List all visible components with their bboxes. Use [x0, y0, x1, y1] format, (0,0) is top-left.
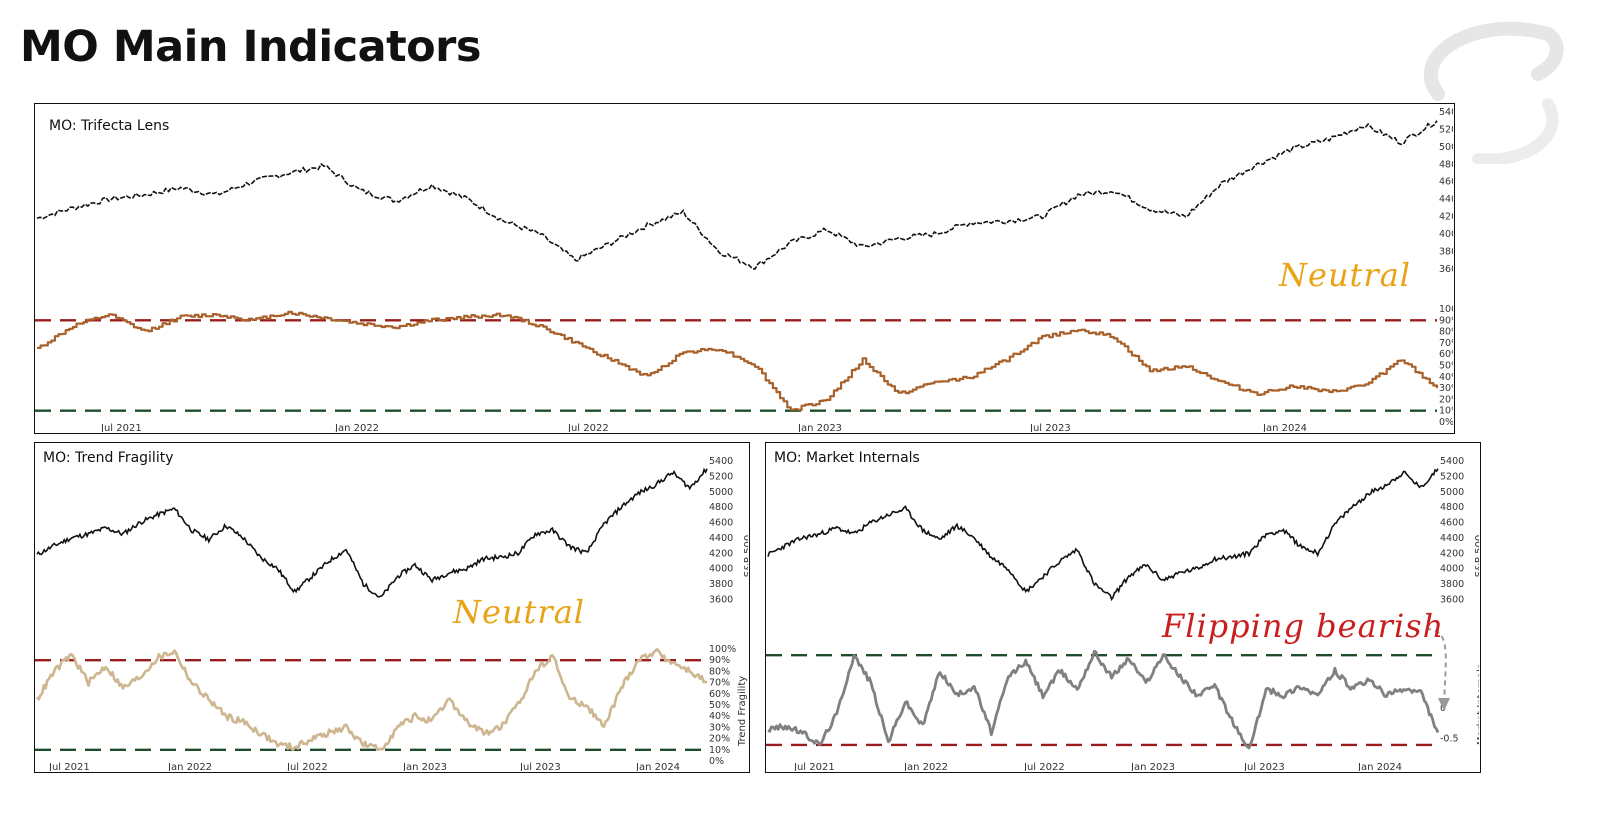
- internals-x-tick-label: Jan 2024: [1357, 762, 1402, 771]
- internals-x-tick-label: Jan 2023: [1130, 762, 1175, 771]
- internals-price-axis-label: S&P 500: [1474, 535, 1479, 577]
- internals-indicator-line: [767, 649, 1440, 750]
- trifecta-indicator-tick-label: 70%: [1439, 338, 1453, 349]
- trifecta-x-tick-label: Jan 2022: [334, 423, 379, 432]
- trifecta-indicator-tick-label: 90%: [1439, 315, 1453, 326]
- trifecta-indicator-tick-label: 20%: [1439, 394, 1453, 405]
- trifecta-indicator-tick-label: 40%: [1439, 372, 1453, 383]
- fragility-price-line: [36, 467, 708, 598]
- trifecta-indicator-tick-label: 60%: [1439, 349, 1453, 360]
- fragility-indicator-tick-label: 100%: [709, 644, 736, 655]
- market-internals-status-label: Flipping bearish: [1162, 607, 1445, 645]
- internals-indicator-tick-label: -0.5: [1440, 734, 1459, 745]
- fragility-indicator-tick-label: 30%: [709, 722, 730, 733]
- trifecta-lens-panel: 3600 3800 4000 4200 4400 4600 4800 5000 5200 5400…: [34, 103, 1455, 434]
- fragility-price-tick-label: 3800: [709, 579, 733, 590]
- trifecta-lens-chart: 3600 3800 4000 4200 4400 4600 4800 5000 5200 5400…: [35, 107, 1453, 432]
- trifecta-price-tick-label: 4800: [1439, 159, 1453, 170]
- internals-price-tick-label: 4600: [1440, 518, 1464, 529]
- fragility-x-tick-label: Jan 2024: [635, 762, 680, 771]
- trifecta-price-tick-label: 4200: [1439, 212, 1453, 223]
- internals-price-line: [767, 468, 1439, 602]
- trifecta-indicator-line: [37, 310, 1439, 411]
- trifecta-price-tick-label: 5200: [1439, 124, 1453, 135]
- market-internals-chart: 3600 3800 4000 4200 4400 4600 4800 5000 5200 5400…: [766, 456, 1479, 771]
- fragility-indicator-tick-label: 10%: [709, 745, 730, 756]
- fragility-x-tick-label: Jan 2022: [167, 762, 212, 771]
- trifecta-x-tick-label: Jul 2023: [1029, 423, 1071, 432]
- fragility-price-tick-label: 3600: [709, 594, 733, 605]
- internals-price-tick-label: 3600: [1440, 594, 1464, 605]
- fragility-price-tick-label: 4200: [709, 548, 733, 559]
- fragility-indicator-tick-label: 90%: [709, 655, 730, 666]
- fragility-indicator-tick-label: 80%: [709, 666, 730, 677]
- market-internals-title: MO: Market Internals: [774, 450, 920, 466]
- internals-indicator-axis-label: Market Internals: [1476, 664, 1479, 745]
- internals-price-tick-label: 5200: [1440, 471, 1464, 482]
- fragility-indicator-tick-label: 40%: [709, 711, 730, 722]
- internals-price-tick-label: 4800: [1440, 502, 1464, 513]
- brand-logo-swirl: [1424, 21, 1564, 164]
- trend-fragility-status-label: Neutral: [453, 593, 586, 631]
- fragility-price-tick-label: 4600: [709, 518, 733, 529]
- fragility-x-tick-label: Jul 2023: [519, 762, 561, 771]
- internals-x-tick-label: Jul 2021: [793, 762, 835, 771]
- trifecta-indicator-tick-label: 10%: [1439, 406, 1453, 417]
- fragility-price-tick-label: 4000: [709, 564, 733, 575]
- fragility-price-tick-label: 5200: [709, 471, 733, 482]
- trifecta-price-tick-label: 5000: [1439, 142, 1453, 153]
- trend-fragility-title: MO: Trend Fragility: [43, 450, 174, 466]
- trend-fragility-panel: 3600 3800 4000 4200 4400 4600 4800 5000 5200 5400…: [34, 442, 750, 773]
- internals-price-tick-label: 4400: [1440, 533, 1464, 544]
- trifecta-indicator-tick-label: 80%: [1439, 327, 1453, 338]
- fragility-price-tick-label: 5000: [709, 487, 733, 498]
- trifecta-x-tick-label: Jul 2021: [100, 423, 142, 432]
- trifecta-price-tick-label: 4000: [1439, 229, 1453, 240]
- fragility-price-axis-label: S&P 500: [743, 535, 748, 577]
- internals-x-tick-label: Jan 2022: [903, 762, 948, 771]
- trifecta-price-tick-label: 3600: [1439, 264, 1453, 275]
- internals-price-tick-label: 5000: [1440, 487, 1464, 498]
- fragility-x-tick-label: Jan 2023: [402, 762, 447, 771]
- fragility-indicator-line: [35, 648, 708, 752]
- internals-x-tick-label: Jul 2022: [1023, 762, 1065, 771]
- fragility-indicator-tick-label: 70%: [709, 678, 730, 689]
- trifecta-x-tick-label: Jul 2022: [567, 423, 609, 432]
- fragility-price-tick-label: 4800: [709, 502, 733, 513]
- trifecta-x-tick-label: Jan 2023: [797, 423, 842, 432]
- fragility-indicator-tick-label: 0%: [709, 756, 724, 767]
- trifecta-indicator-tick-label: 100%: [1439, 304, 1453, 315]
- fragility-price-tick-label: 5400: [709, 456, 733, 467]
- trifecta-indicator-tick-label: 30%: [1439, 383, 1453, 394]
- internals-x-tick-label: Jul 2023: [1243, 762, 1285, 771]
- trend-fragility-chart: 3600 3800 4000 4200 4400 4600 4800 5000 5200 5400…: [35, 456, 748, 771]
- trifecta-price-tick-label: 5400: [1439, 107, 1453, 118]
- fragility-indicator-tick-label: 60%: [709, 689, 730, 700]
- internals-price-tick-label: 4200: [1440, 548, 1464, 559]
- trifecta-x-tick-label: Jan 2024: [1262, 423, 1307, 432]
- trifecta-price-line: [36, 120, 1438, 271]
- arrow-head-icon: [1438, 698, 1450, 711]
- trifecta-indicator-tick-label: 50%: [1439, 361, 1453, 372]
- trifecta-price-tick-label: 4600: [1439, 177, 1453, 188]
- fragility-indicator-tick-label: 50%: [709, 700, 730, 711]
- internals-price-tick-label: 3800: [1440, 579, 1464, 590]
- flipping-bearish-arrow: [1425, 628, 1447, 706]
- trifecta-status-label: Neutral: [1279, 256, 1412, 294]
- trifecta-price-tick-label: 3800: [1439, 246, 1453, 257]
- internals-price-tick-label: 5400: [1440, 456, 1464, 467]
- page-title: MO Main Indicators: [20, 22, 481, 72]
- fragility-x-tick-label: Jul 2021: [48, 762, 90, 771]
- fragility-price-tick-label: 4400: [709, 533, 733, 544]
- market-internals-panel: 3600 3800 4000 4200 4400 4600 4800 5000 5200 5400…: [765, 442, 1481, 773]
- fragility-indicator-tick-label: 20%: [709, 734, 730, 745]
- fragility-x-tick-label: Jul 2022: [286, 762, 328, 771]
- trifecta-indicator-tick-label: 0%: [1439, 417, 1453, 428]
- fragility-indicator-axis-label: Trend Fragility: [737, 676, 748, 747]
- trifecta-price-tick-label: 4400: [1439, 194, 1453, 205]
- internals-price-tick-label: 4000: [1440, 564, 1464, 575]
- trifecta-lens-title: MO: Trifecta Lens: [49, 118, 170, 134]
